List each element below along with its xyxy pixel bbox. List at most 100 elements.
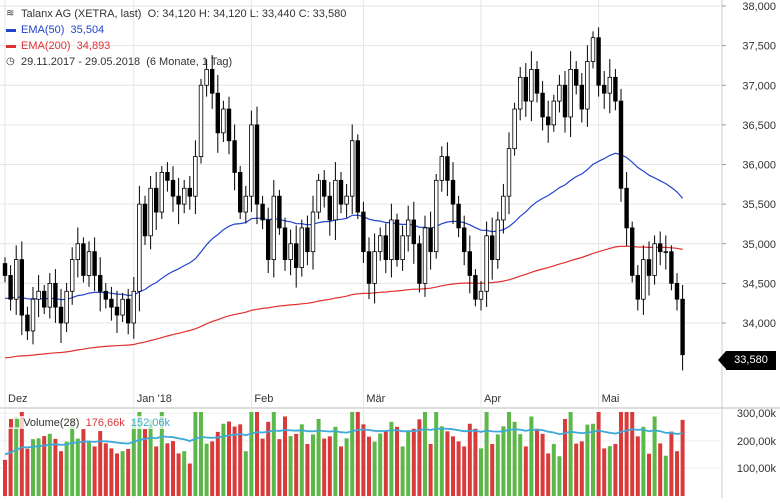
price-axis: 38,000 37,500 37,000 36,500 36,000 35,500 35,0… bbox=[722, 1, 776, 330]
volume-bar bbox=[417, 419, 422, 496]
volume-bar bbox=[663, 455, 668, 496]
volume-bar bbox=[467, 423, 472, 496]
candle-body bbox=[641, 259, 646, 300]
candle-body bbox=[181, 187, 187, 205]
y-tick-label: 35,000 bbox=[742, 239, 776, 251]
volume-bar bbox=[607, 446, 612, 496]
volume-bar bbox=[596, 412, 601, 496]
candle-body bbox=[680, 298, 685, 356]
last-price-tag: 33,580 bbox=[718, 351, 776, 370]
volume-bar bbox=[143, 429, 147, 496]
volume-bar bbox=[42, 436, 47, 496]
volume-bar bbox=[255, 412, 259, 496]
candle-body bbox=[534, 69, 540, 94]
vol-tick-label: 100,00k bbox=[737, 463, 777, 475]
volume-bar bbox=[574, 443, 579, 496]
candle-body bbox=[646, 259, 652, 276]
volume-bar bbox=[92, 446, 97, 496]
candle-body bbox=[372, 251, 377, 284]
volume-bar bbox=[658, 443, 663, 496]
volume-bar bbox=[322, 438, 327, 496]
candle-body bbox=[13, 259, 19, 300]
volume-legend: ▮▮ Volume(28) 176,66k 152,06k bbox=[6, 416, 173, 429]
candle-body bbox=[316, 179, 321, 213]
volume-bar bbox=[630, 412, 635, 496]
volume-bar bbox=[456, 441, 461, 496]
candle-body bbox=[461, 227, 467, 253]
volume-bar bbox=[619, 412, 623, 496]
volume-bar bbox=[299, 424, 304, 496]
candle-body bbox=[81, 243, 86, 276]
candle-body bbox=[338, 179, 344, 205]
candle-body bbox=[557, 84, 562, 102]
volume-bar bbox=[423, 412, 427, 496]
y-tick-label: 36,500 bbox=[742, 120, 776, 132]
volume-bar bbox=[557, 456, 562, 496]
candle-body bbox=[568, 69, 573, 118]
volume-bar bbox=[120, 451, 125, 496]
x-tick-label: Jan '18 bbox=[137, 393, 172, 405]
volume-bar bbox=[311, 434, 315, 496]
candle-body bbox=[630, 227, 635, 276]
candle-body bbox=[226, 108, 232, 142]
volume-bar bbox=[193, 412, 198, 496]
vol-tick-label: 300,00k bbox=[737, 408, 777, 420]
volume-bar bbox=[512, 421, 517, 496]
volume-value-2: 152,06k bbox=[130, 417, 171, 429]
volume-bar bbox=[199, 412, 203, 496]
candle-body bbox=[523, 76, 528, 102]
candle-body bbox=[137, 203, 142, 292]
volume-bar bbox=[14, 416, 19, 496]
volume-bar bbox=[154, 446, 159, 496]
volume-bar bbox=[249, 412, 254, 496]
candle-body bbox=[428, 227, 433, 253]
ema50-line bbox=[5, 152, 684, 301]
volume-bar bbox=[339, 446, 343, 496]
candle-body bbox=[221, 108, 226, 134]
volume-bar bbox=[540, 433, 545, 496]
candle-body bbox=[411, 219, 416, 245]
chart-legend: ≋ Talanx AG (XETRA, last) O: 34,120 H: 3… bbox=[6, 6, 346, 70]
volume-bar bbox=[3, 459, 7, 496]
candle-body bbox=[635, 275, 640, 300]
ema50-swatch-icon: ▬ bbox=[6, 24, 16, 35]
volume-bar bbox=[171, 441, 175, 496]
ema50-path bbox=[5, 152, 684, 301]
volume-bar bbox=[327, 436, 332, 496]
volume-bar bbox=[406, 431, 411, 496]
x-tick-label: Apr bbox=[484, 393, 501, 405]
candle-body bbox=[674, 282, 680, 300]
y-tick-label: 35,500 bbox=[742, 199, 776, 211]
volume-bar bbox=[568, 412, 573, 496]
volume-bar bbox=[389, 421, 394, 496]
candle-body bbox=[254, 124, 260, 205]
candle-body bbox=[42, 290, 47, 308]
candle-body bbox=[445, 156, 450, 181]
candle-body bbox=[456, 203, 461, 229]
volume-bar bbox=[479, 448, 483, 496]
volume-bar bbox=[624, 412, 629, 496]
x-tick-label: Feb bbox=[254, 393, 273, 405]
volume-bar bbox=[551, 443, 556, 496]
candle-body bbox=[417, 243, 422, 284]
period-interval: (6 Monate, 1 Tag) bbox=[146, 56, 233, 68]
instrument-title: Talanx AG (XETRA, last) bbox=[21, 8, 142, 20]
legend-ema50-row: ▬ EMA(50) 35,504 bbox=[6, 22, 346, 38]
period-range: 29.11.2017 - 29.05.2018 bbox=[21, 56, 141, 68]
volume-bar bbox=[428, 443, 433, 496]
volume-bar bbox=[8, 426, 13, 496]
volume-swatch-up-icon: ▮ bbox=[14, 417, 21, 429]
candle-body bbox=[327, 195, 332, 221]
candle-body bbox=[153, 187, 159, 213]
candle-body bbox=[260, 203, 265, 221]
volume-value-1: 176,66k bbox=[85, 417, 125, 429]
y-tick-label: 38,000 bbox=[742, 1, 776, 13]
candle-body bbox=[92, 251, 97, 276]
candle-body bbox=[8, 275, 13, 300]
time-axis: Dez Jan '18 Feb Mär Apr Mai bbox=[8, 393, 619, 405]
candle-body bbox=[170, 179, 176, 197]
candle-body bbox=[669, 251, 674, 284]
volume-bar bbox=[277, 439, 282, 496]
candle-body bbox=[293, 243, 299, 268]
